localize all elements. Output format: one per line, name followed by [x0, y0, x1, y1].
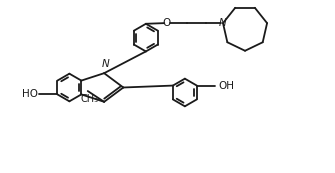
Text: HO: HO [21, 89, 38, 99]
Text: N: N [102, 59, 109, 69]
Text: OH: OH [218, 81, 234, 91]
Text: N: N [219, 18, 227, 28]
Text: O: O [163, 18, 171, 28]
Text: CH₃: CH₃ [80, 94, 98, 104]
